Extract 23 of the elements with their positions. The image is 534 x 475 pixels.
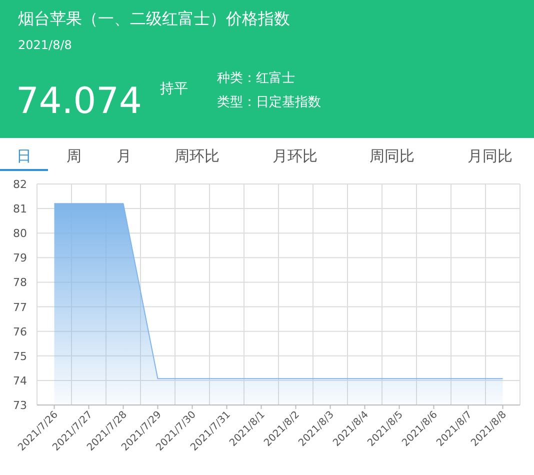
y-tick-label: 80 (13, 227, 27, 240)
annotation: 月同比 (468, 147, 512, 165)
y-tick-label: 82 (13, 178, 27, 191)
annotation: 周 (66, 147, 82, 165)
chart-title: 烟台苹果（一、二级红富士）价格指数 (18, 9, 290, 28)
y-tick-label: 79 (13, 252, 27, 265)
annotation: 周环比 (174, 147, 220, 165)
y-tick-label: 77 (13, 300, 27, 314)
annotation: 月 (116, 147, 132, 165)
y-tick-label: 76 (13, 325, 27, 338)
annotation: 持平 (160, 81, 188, 97)
annotation: 日 (16, 147, 32, 165)
annotation: 74.074 (16, 81, 142, 122)
annotation: 周同比 (370, 147, 414, 165)
annotation: 类型：日定基指数 (217, 95, 321, 110)
annotation: 月环比 (272, 147, 318, 165)
y-tick-label: 74 (13, 374, 27, 388)
y-tick-label: 81 (13, 202, 27, 216)
y-tick-label: 78 (13, 276, 27, 290)
y-tick-label: 73 (13, 399, 27, 412)
y-tick-label: 75 (13, 350, 27, 363)
chart-subtitle: 2021/8/8 (18, 38, 72, 52)
annotation: 种类：红富士 (217, 71, 295, 86)
